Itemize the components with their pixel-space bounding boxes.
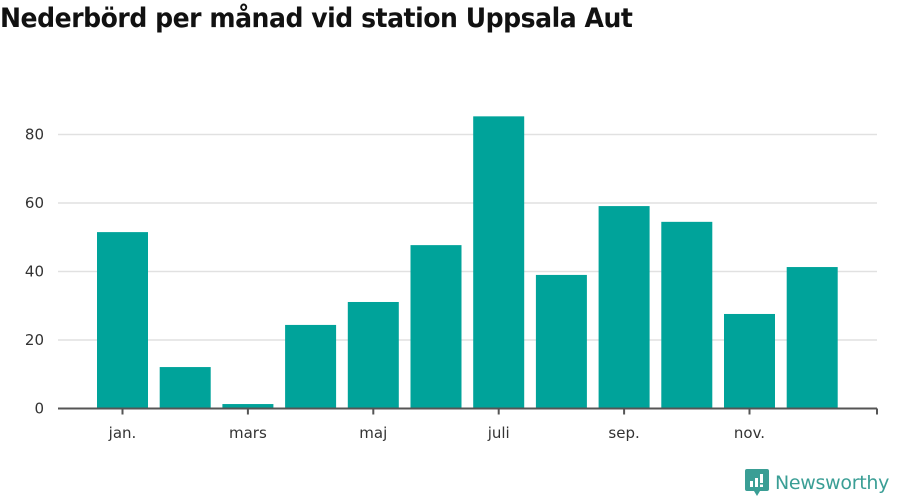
y-tick-label: 40 — [25, 263, 44, 281]
bar-maj — [347, 301, 399, 409]
y-tick-label: 0 — [34, 400, 44, 418]
x-tick-label: mars — [229, 424, 267, 442]
x-tick-label: jan. — [108, 424, 137, 442]
x-tick-label: sep. — [608, 424, 639, 442]
bar-juli — [473, 116, 525, 409]
gridlines — [58, 133, 877, 341]
x-tick-label: maj — [359, 424, 387, 442]
x-tick-label: nov. — [734, 424, 765, 442]
x-axis — [58, 407, 878, 415]
y-tick-label: 60 — [25, 194, 44, 212]
bar-juni — [410, 245, 462, 409]
newsworthy-logo: Newsworthy — [745, 469, 889, 497]
bar-jan. — [97, 232, 148, 409]
bar-mars — [222, 404, 274, 409]
brand-name: Newsworthy — [775, 472, 890, 494]
bar-dec. — [786, 267, 838, 409]
x-axis-labels: jan. mars maj juli sep. nov. — [108, 424, 765, 442]
bar-apr. — [285, 324, 337, 409]
bar-aug. — [535, 274, 587, 409]
bar-nov. — [724, 313, 775, 409]
newsworthy-logo-icon — [745, 469, 769, 496]
y-tick-label: 20 — [25, 331, 44, 349]
bars — [97, 116, 838, 409]
bar-feb. — [159, 367, 211, 409]
bar-okt. — [661, 221, 713, 409]
bar-sep. — [598, 206, 650, 409]
y-tick-label: 80 — [25, 126, 44, 144]
y-axis-labels: 0 20 40 60 80 — [25, 126, 44, 418]
x-tick-label: juli — [487, 424, 510, 442]
chart-title: Nederbörd per månad vid station Uppsala … — [0, 3, 633, 34]
